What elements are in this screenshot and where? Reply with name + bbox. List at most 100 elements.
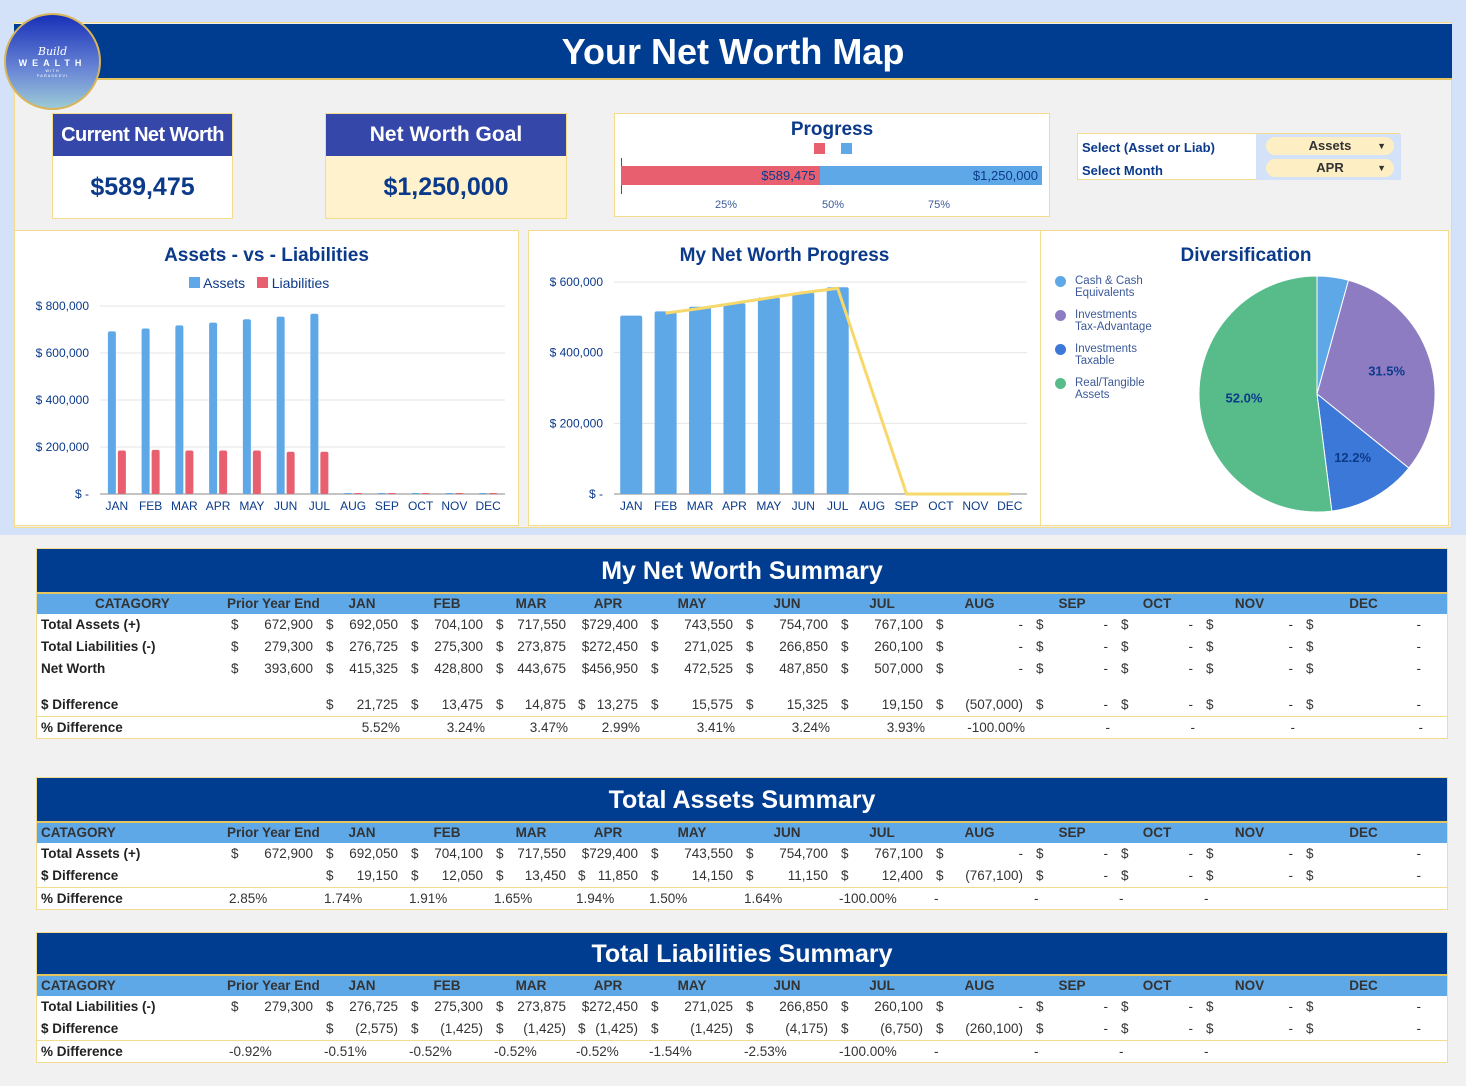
currency-sign: $ <box>326 846 334 861</box>
currency-sign: $ <box>411 639 419 654</box>
cell-amount: 279,300 <box>264 639 313 654</box>
table-title: My Net Worth Summary <box>37 549 1447 594</box>
currency-sign: $ <box>1206 617 1214 632</box>
currency-sign: $ <box>1306 661 1314 676</box>
table-row: % Difference 2.85% 1.74% 1.91% 1.65% 1.94% 1.5… <box>37 887 1447 909</box>
currency-sign: $ <box>231 999 239 1014</box>
cell-amount: 273,875 <box>517 999 566 1014</box>
currency-sign: $ <box>496 846 504 861</box>
legend-item: Cash & Cash Equivalents <box>1055 275 1152 309</box>
currency-sign: $ <box>1121 697 1129 712</box>
table-cell: - <box>934 891 939 906</box>
row-label: % Difference <box>41 1044 123 1059</box>
bar-net-worth <box>792 292 815 494</box>
currency-sign: $ <box>231 617 239 632</box>
column-header: CATAGORY <box>41 978 116 993</box>
cell-amount: - <box>1288 661 1294 676</box>
currency-sign: $ <box>1306 639 1314 654</box>
x-tick-label: JUN <box>792 499 815 513</box>
currency-sign: $ <box>936 1021 944 1036</box>
type-dropdown[interactable]: Assets ▼ <box>1266 137 1394 155</box>
currency-sign: $ <box>326 697 334 712</box>
cell-amount: - <box>1188 846 1194 861</box>
table-cell: $729,400 <box>581 846 638 861</box>
currency-sign: $ <box>411 868 419 883</box>
progress-chart: Progress $1,250,000 $589,475 25% 50% 75% <box>614 113 1050 217</box>
legend-dot <box>1055 310 1066 321</box>
slice-label: 52.0% <box>1226 391 1263 406</box>
currency-sign: $ <box>1306 846 1314 861</box>
currency-sign: $ <box>841 846 849 861</box>
cell-amount: 487,850 <box>779 661 828 676</box>
cell-amount: - <box>1188 617 1194 632</box>
currency-sign: $ <box>496 617 504 632</box>
legend-item: Investments Taxable <box>1055 343 1152 377</box>
cell-amount: - <box>1188 697 1194 712</box>
table-cell: 1.91% <box>409 891 448 906</box>
currency-sign: $ <box>1306 999 1314 1014</box>
column-header: OCT <box>1142 978 1172 993</box>
column-header: OCT <box>1142 596 1172 611</box>
legend-dot <box>1055 378 1066 389</box>
table-row: $ Difference $19,150 $12,050 $13,450 $11,850… <box>37 865 1447 887</box>
table-cell: $729,400 <box>581 617 638 632</box>
cell-amount: - <box>1288 868 1294 883</box>
bar-liabilities <box>219 450 228 494</box>
currency-sign: $ <box>1206 868 1214 883</box>
currency-sign: $ <box>411 846 419 861</box>
cell-amount: (1,425) <box>440 1021 483 1036</box>
logo-text: Build <box>37 45 68 58</box>
cell-amount: (6,750) <box>880 1021 923 1036</box>
cell-amount: - <box>1103 697 1109 712</box>
table-cell: -0.52% <box>409 1044 452 1059</box>
cell-amount: 393,600 <box>264 661 313 676</box>
table-cell: - <box>1190 720 1196 735</box>
column-header: MAY <box>677 825 707 840</box>
table-row: % Difference 5.52% 3.24% 3.47% 2.99% 3.41% 3.2… <box>37 716 1447 738</box>
cell-amount: - <box>1188 999 1194 1014</box>
table-cell: - <box>1034 891 1039 906</box>
table-header-row: CATAGORY Prior Year End JAN FEB MAR APR MAY JUN… <box>37 823 1447 843</box>
table-cell: 1.74% <box>324 891 363 906</box>
currency-sign: $ <box>841 1021 849 1036</box>
currency-sign: $ <box>1206 846 1214 861</box>
logo-text: PARASKEVI <box>36 73 69 78</box>
logo-text: WITH <box>45 68 60 73</box>
table-cell: -1.54% <box>649 1044 692 1059</box>
bar-assets <box>107 331 116 494</box>
currency-sign: $ <box>936 868 944 883</box>
cell-amount: 11,150 <box>787 868 828 883</box>
table-cell: - <box>934 1044 939 1059</box>
legend-label: Tax-Advantage <box>1075 321 1152 333</box>
tick-label: 75% <box>928 199 951 211</box>
row-label: $ Difference <box>41 697 119 712</box>
column-header: NOV <box>1234 596 1265 611</box>
x-tick-label: JAN <box>620 499 643 513</box>
column-header: JAN <box>348 596 376 611</box>
currency-sign: $ <box>936 999 944 1014</box>
x-tick-label: AUG <box>859 499 885 513</box>
column-header: MAR <box>515 596 547 611</box>
currency-sign: $ <box>231 661 239 676</box>
y-tick-label: $ 200,000 <box>36 440 90 454</box>
x-tick-label: AUG <box>340 499 366 513</box>
row-label: % Difference <box>41 891 123 906</box>
x-tick-label: JUL <box>827 499 849 513</box>
table-cell: 2.85% <box>229 891 268 906</box>
pie-chart-svg: 31.5% 12.2% 52.0% <box>1198 275 1436 513</box>
cell-amount: 14,150 <box>691 868 733 883</box>
month-dropdown-value: APR <box>1316 160 1344 175</box>
goal-bar-label: $1,250,000 <box>972 168 1038 183</box>
cell-amount: - <box>1288 846 1294 861</box>
legend-label: Assets <box>1075 389 1110 401</box>
x-tick-label: JUL <box>309 499 331 513</box>
column-header: DEC <box>1349 825 1378 840</box>
bar-liabilities <box>387 493 396 494</box>
x-tick-label: SEP <box>375 499 399 513</box>
cell-amount: - <box>1103 661 1109 676</box>
currency-sign: $ <box>1206 639 1214 654</box>
legend-label: Taxable <box>1075 355 1115 367</box>
column-header: NOV <box>1234 978 1265 993</box>
month-dropdown[interactable]: APR ▼ <box>1266 159 1394 177</box>
cell-amount: 19,150 <box>881 697 923 712</box>
